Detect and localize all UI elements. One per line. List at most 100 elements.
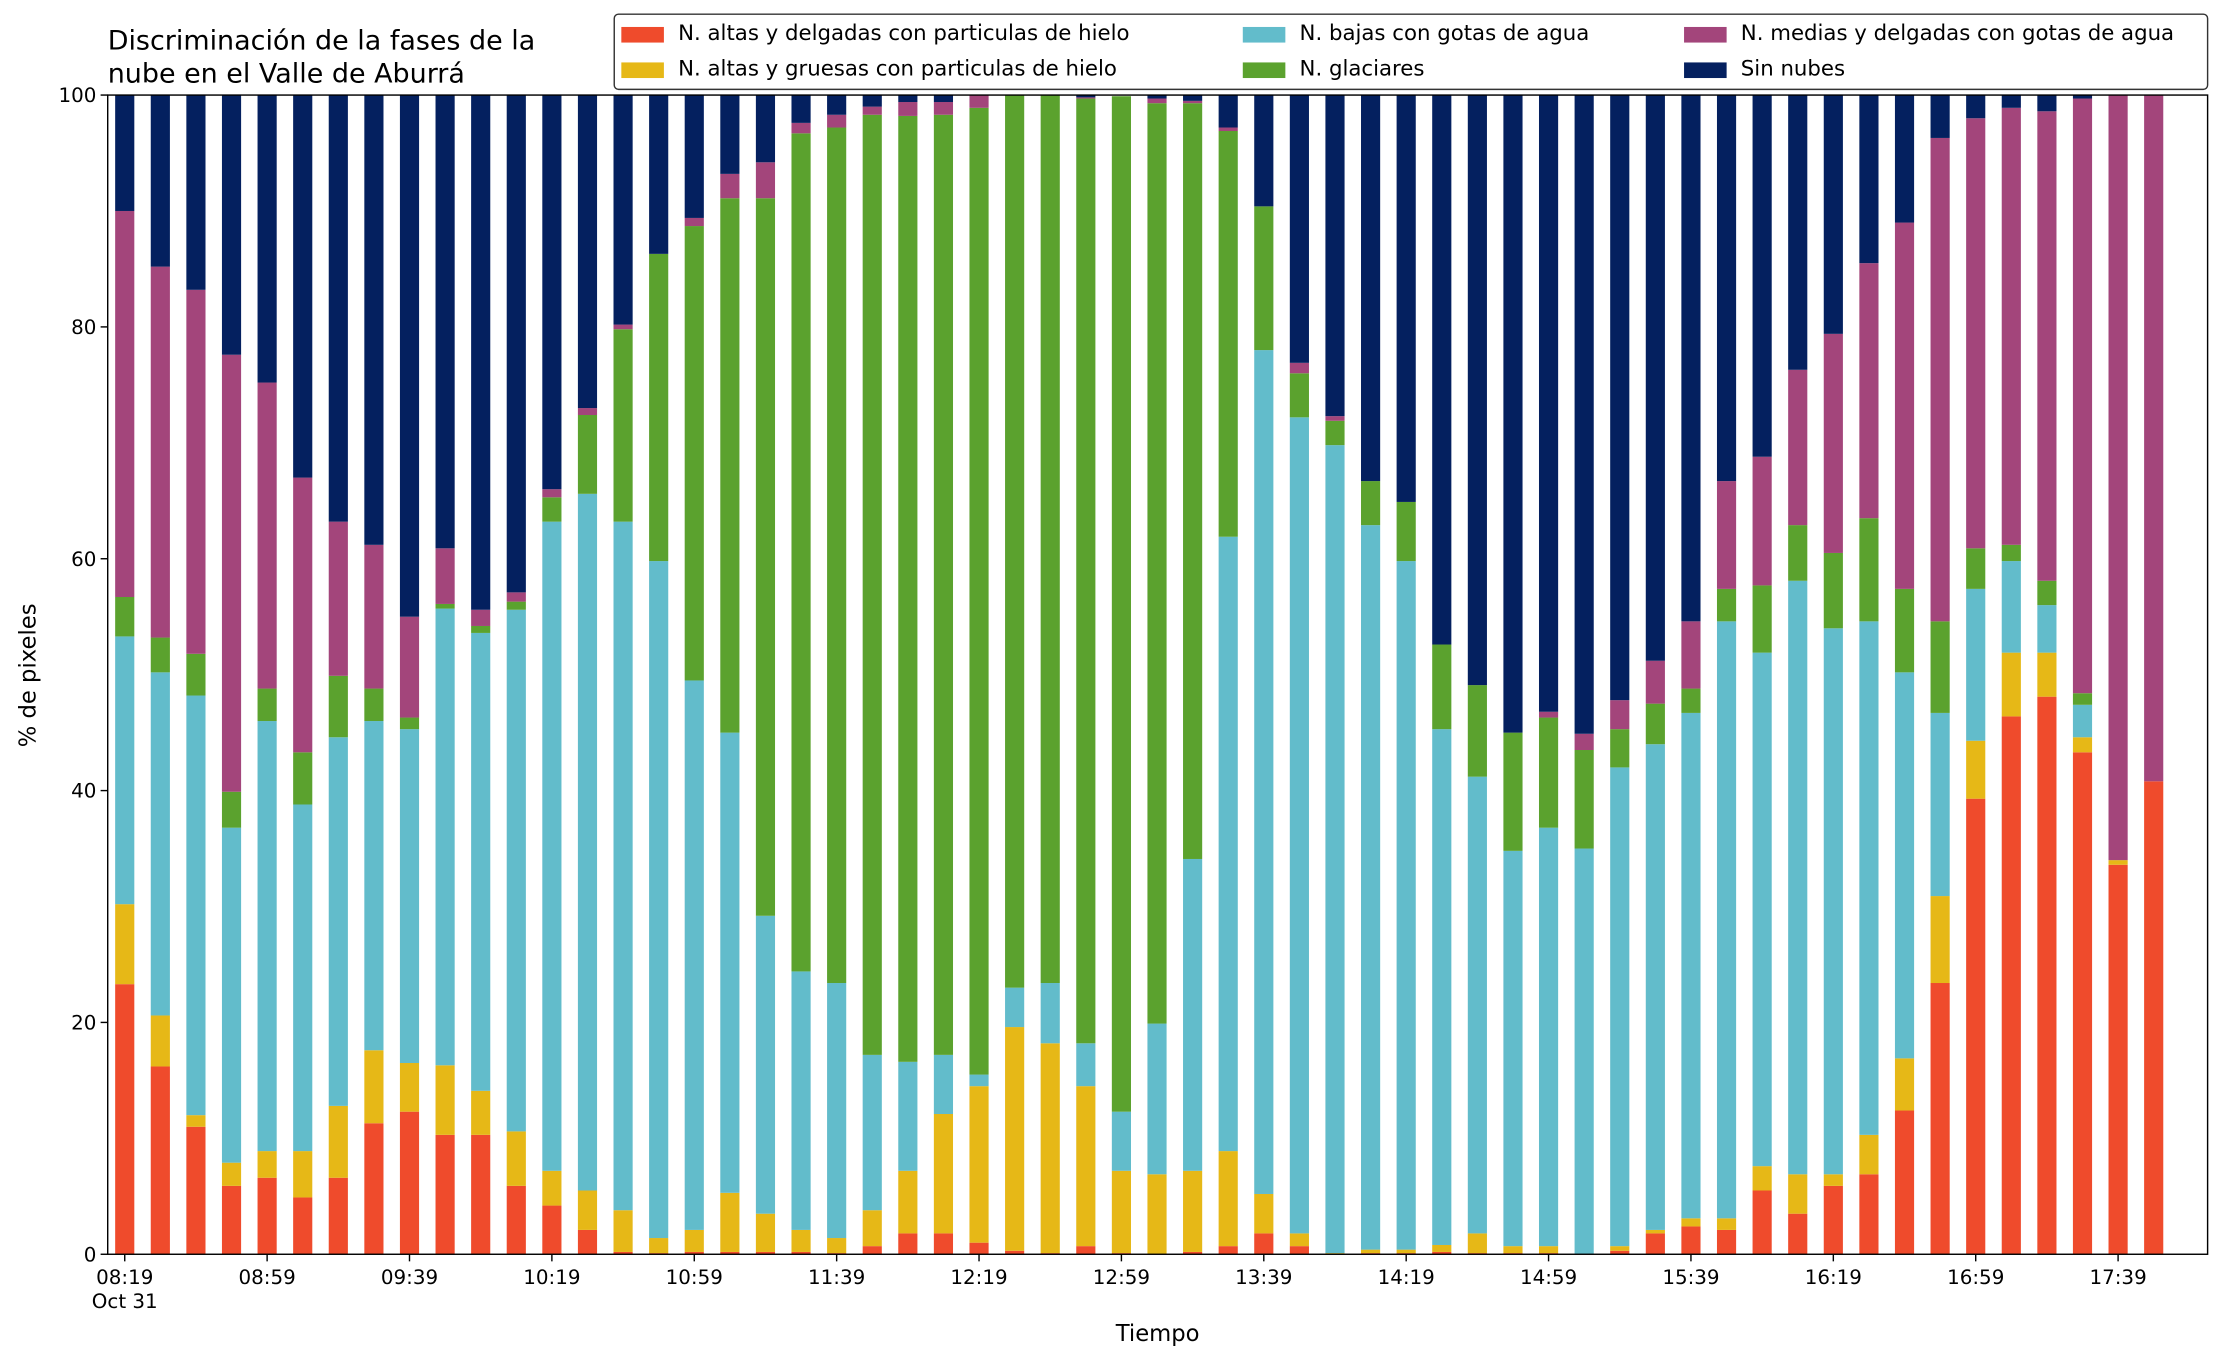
bar-segment [150, 1066, 170, 1255]
y-tick-label: 20 [71, 1012, 96, 1035]
bar-segment [720, 732, 740, 1193]
bar-segment [684, 680, 704, 1230]
bar-segment [1005, 1027, 1025, 1251]
bar-segment [1574, 733, 1594, 751]
bar-segment [1538, 717, 1559, 828]
bar-segment [186, 653, 206, 696]
bar-segment [2072, 693, 2093, 705]
bar-segment [2108, 860, 2128, 865]
x-tick-label: 13:39 [1235, 1266, 1292, 1289]
bar-segment [791, 1251, 811, 1255]
bar-segment [827, 1238, 847, 1254]
bar-segment [862, 1054, 882, 1211]
bar-segment [542, 95, 562, 490]
bar-segment [1610, 767, 1630, 1247]
bar-segment [1432, 1244, 1452, 1252]
bar-segment [1040, 983, 1060, 1044]
bar-segment [1538, 827, 1559, 1247]
x-tick-label: 10:19 [523, 1266, 580, 1289]
bar-segment [1574, 95, 1594, 734]
bar-segment [150, 637, 170, 673]
bar-segment [150, 95, 170, 267]
x-tick-label: 16:19 [1805, 1266, 1862, 1289]
bar-segment [1894, 1110, 1915, 1255]
bar-segment [506, 592, 526, 602]
bar-segment [933, 1233, 954, 1255]
bar-segment [1183, 1170, 1203, 1252]
bar-segment [649, 95, 669, 254]
bar-segment [1859, 1134, 1879, 1175]
bar-segment [862, 1210, 882, 1247]
bar-segment [435, 548, 455, 604]
bar-segment [328, 1177, 348, 1255]
bar-segment [221, 791, 242, 828]
bar-segment [1183, 95, 1203, 101]
bar-segment [221, 1185, 242, 1255]
bar-segment [1503, 850, 1523, 1247]
bar-segment [471, 632, 491, 1091]
legend-swatch [1242, 62, 1286, 79]
bar-segment [1005, 1250, 1025, 1255]
bar-segment [506, 95, 526, 593]
bar-segment [1681, 1218, 1701, 1227]
bar-segment [1076, 97, 1096, 99]
bar-segment [471, 1134, 491, 1255]
bar-segment [2001, 544, 2021, 562]
bar-segment [1325, 416, 1345, 421]
bar-segment [186, 95, 206, 290]
bar-segment [186, 695, 206, 1116]
bar-segment [115, 984, 135, 1255]
bar-segment [755, 162, 776, 199]
bar-segment [1467, 1233, 1487, 1254]
bar-segment [1752, 585, 1772, 653]
bar-segment [115, 904, 135, 985]
legend-label: N. altas y delgadas con particulas de hi… [678, 21, 1129, 46]
bar-segment [221, 1162, 242, 1186]
bar-segment [2108, 864, 2128, 1255]
x-tick-label: 12:59 [1093, 1266, 1150, 1289]
bar-segment [1254, 206, 1274, 351]
bar-segment [257, 95, 277, 383]
bar-segment [221, 354, 242, 792]
bar-segment [1183, 103, 1203, 859]
legend-swatch [621, 26, 664, 43]
bar-segment [1503, 95, 1523, 733]
bar-segment [1076, 1246, 1096, 1255]
bar-segment [1467, 95, 1487, 686]
bar-segment [2072, 737, 2093, 753]
bar-segment [293, 804, 313, 1152]
bar-segment [1610, 1250, 1630, 1255]
bar-segment [755, 1213, 776, 1252]
bar-segment [2001, 716, 2021, 1255]
bar-segment [684, 217, 704, 227]
bar-segment [1681, 712, 1701, 1219]
x-tick-label: 14:19 [1378, 1266, 1435, 1289]
y-tick-label: 0 [84, 1243, 97, 1266]
bar-segment [1823, 1174, 1843, 1186]
bar-segment [933, 1113, 954, 1234]
bar-segment [1752, 95, 1772, 457]
bar-segment [1930, 896, 1950, 984]
bar-segment [1645, 1229, 1665, 1234]
bar-segment [613, 521, 633, 1211]
bar-segment [2072, 95, 2093, 99]
y-tick-label: 40 [71, 780, 96, 803]
bar-segment [2072, 98, 2093, 694]
bar-segment [827, 95, 847, 115]
bar-segment [1396, 561, 1416, 1250]
bar-segment [1823, 1185, 1843, 1255]
bar-segment [471, 1090, 491, 1135]
bar-segment [1930, 95, 1950, 138]
bar-segment [506, 609, 526, 1132]
legend-label: N. altas y gruesas con particulas de hie… [678, 57, 1117, 82]
bar-segment [862, 106, 882, 115]
bar-segment [1396, 1249, 1416, 1254]
bar-segment [1361, 481, 1381, 526]
bar-segment [435, 1134, 455, 1255]
bar-segment [1361, 525, 1381, 1250]
bar-segment [1040, 95, 1060, 984]
bar-segment [933, 102, 954, 115]
bar-segment [150, 672, 170, 1016]
bar-segment [1645, 660, 1665, 704]
bar-segment [2001, 652, 2021, 717]
